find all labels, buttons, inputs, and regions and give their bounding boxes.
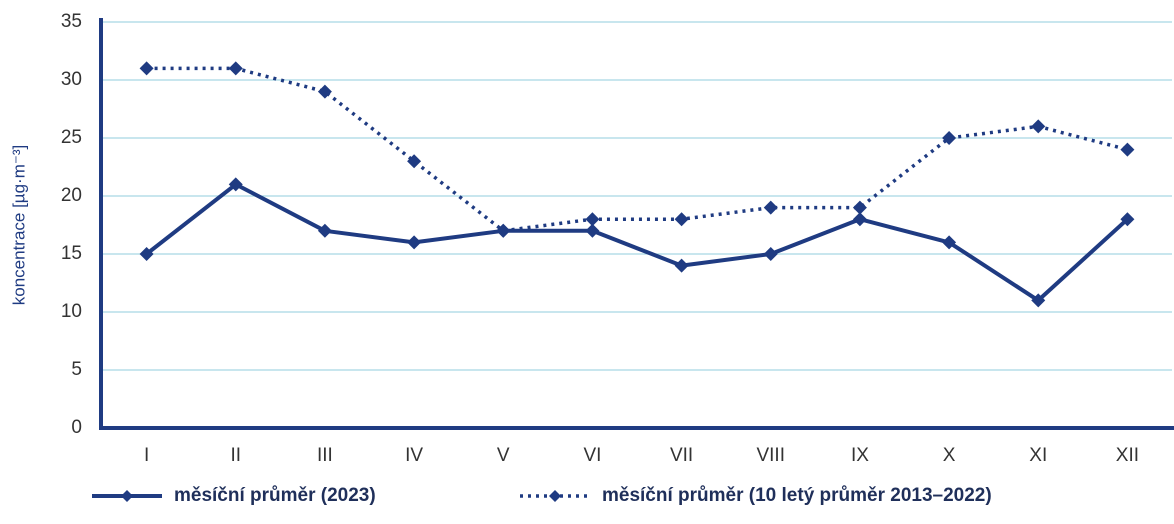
data-point: [942, 235, 957, 250]
y-tick-label: 25: [61, 127, 82, 148]
x-tick-label: X: [943, 445, 956, 466]
data-point: [139, 61, 154, 76]
data-point: [942, 131, 957, 145]
data-point: [1031, 293, 1046, 308]
x-tick-label: III: [317, 445, 333, 466]
y-tick-label: 0: [71, 417, 82, 438]
y-tick-label: 35: [61, 11, 82, 32]
x-tick-label: VIII: [756, 445, 785, 466]
legend-label: měsíční průměr (10 letý průměr 2013–2022…: [602, 485, 992, 506]
data-point: [1120, 212, 1135, 227]
legend-marker: [549, 490, 561, 502]
data-point: [407, 235, 422, 250]
data-point: [585, 212, 600, 227]
data-point: [317, 84, 332, 99]
data-point: [585, 223, 600, 238]
x-tick-label: II: [230, 445, 241, 466]
data-point: [852, 200, 867, 215]
x-tick-label: XI: [1029, 445, 1047, 466]
legend-marker: [121, 490, 133, 502]
data-point: [1031, 119, 1046, 134]
y-tick-label: 15: [61, 243, 82, 264]
legend-label: měsíční průměr (2023): [174, 485, 376, 506]
x-tick-label: IX: [851, 445, 869, 466]
y-tick-label: 10: [61, 301, 82, 322]
y-tick-label: 5: [71, 359, 82, 380]
x-tick-label: VII: [670, 445, 693, 466]
data-point: [228, 61, 243, 76]
y-tick-label: 30: [61, 69, 82, 90]
series-line: [145, 182, 1129, 303]
x-tick-label: XII: [1116, 445, 1139, 466]
data-point: [317, 223, 332, 238]
x-tick-label: IV: [405, 445, 423, 466]
data-point: [852, 212, 867, 227]
data-point: [407, 154, 422, 169]
y-axis-label: koncentrace [µg·m⁻³]: [9, 145, 28, 306]
data-point: [496, 223, 511, 238]
y-tick-label: 20: [61, 185, 82, 206]
x-tick-label: V: [497, 445, 510, 466]
data-point: [763, 247, 778, 261]
data-point: [763, 200, 778, 215]
x-tick-label: I: [144, 445, 149, 466]
data-point: [139, 247, 154, 261]
series-line: [146, 66, 1128, 233]
data-point: [228, 177, 243, 192]
x-tick-label: VI: [583, 445, 601, 466]
data-point: [1120, 142, 1135, 157]
data-point: [674, 212, 689, 227]
data-point: [674, 258, 689, 273]
